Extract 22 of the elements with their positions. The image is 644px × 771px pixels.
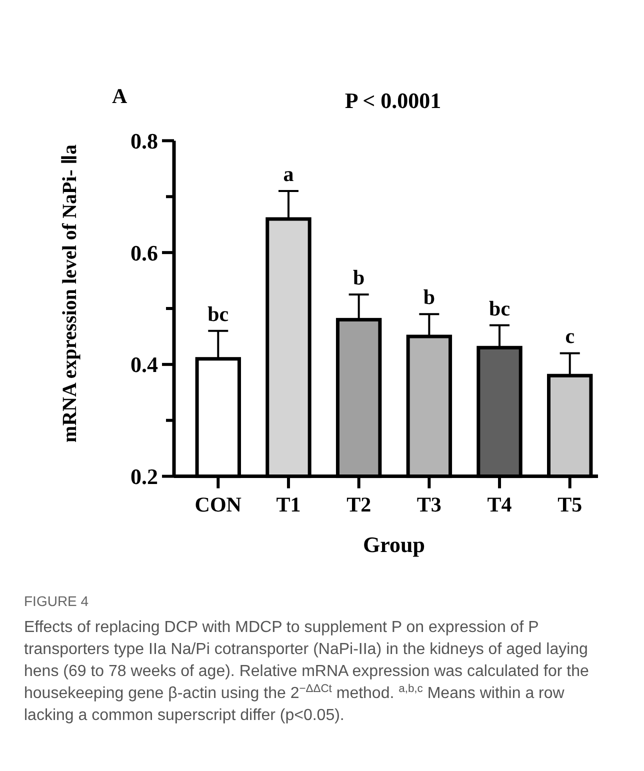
x-tick-label: T3 <box>416 492 442 516</box>
x-tick-label: T5 <box>558 492 582 516</box>
y-tick-label: 0.2 <box>130 464 158 489</box>
annotation: b <box>423 285 436 310</box>
annotation: a <box>283 162 294 186</box>
annotation: b <box>352 266 365 290</box>
annotation: bc <box>489 296 510 320</box>
x-axis-title: Group <box>363 532 425 557</box>
x-tick-label: T2 <box>346 492 372 516</box>
text: Effects of replacing DCP with MDCP to supplement P on expression of P transporters type IIa Na/Pi cotransporter (NaPi-IIa) in the kidneys of aged laying hens (69 to 78 weeks of age). Relative mRNA expression was calculated for the housekeeping gene β-actin using the 2$^{−ΔΔCt}$ method. $^{a,b,c}$ Means within a row lacking a common superscript differ (p<0.05). <box>24 619 589 724</box>
annotation: bc <box>208 302 229 326</box>
x-tick-label: T1 <box>276 492 301 516</box>
chart-title: P < 0.0001 <box>344 88 442 113</box>
annotation: c <box>565 324 575 348</box>
text: A <box>112 84 128 108</box>
caption: FIGURE 4 <box>24 593 89 609</box>
y-tick-label: 0.8 <box>130 128 158 154</box>
y-tick-label: 0.4 <box>130 352 158 378</box>
x-tick-label: T4 <box>487 492 512 516</box>
x-tick-label: CON <box>194 492 242 516</box>
y-tick-label: 0.6 <box>130 240 158 266</box>
y-axis-title: mRNA expression level of NaPi- Ⅱa <box>59 144 81 442</box>
